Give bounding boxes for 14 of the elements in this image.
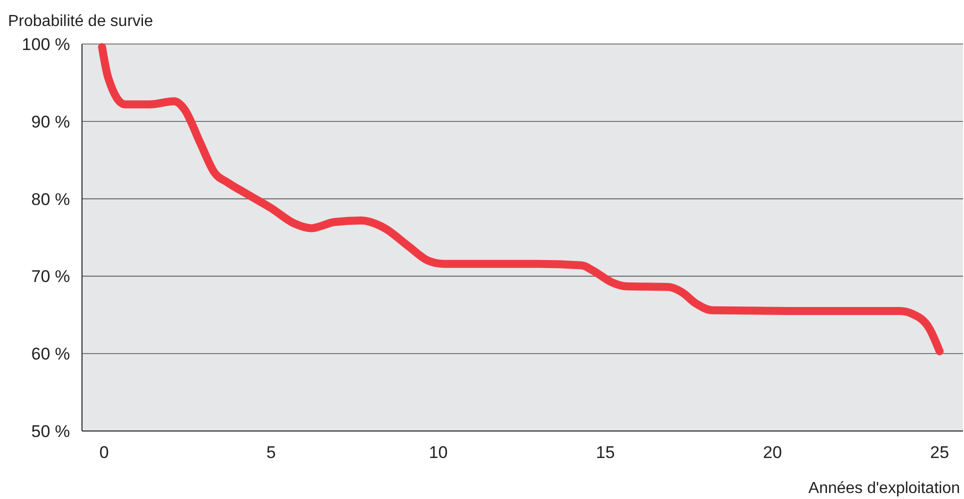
y-tick-label: 80 % xyxy=(31,190,70,209)
x-tick-label: 15 xyxy=(596,443,615,462)
x-tick-label: 25 xyxy=(930,443,950,462)
x-axis-title: Années d'exploitation xyxy=(808,480,960,497)
x-tick-label: 20 xyxy=(763,443,782,462)
y-tick-label: 60 % xyxy=(31,344,70,364)
x-tick-label: 0 xyxy=(99,443,109,462)
y-tick-label: 100 % xyxy=(22,34,70,54)
y-axis-title: Probabilité de survie xyxy=(8,13,154,30)
x-tick-label: 10 xyxy=(428,443,448,462)
x-tick-label: 5 xyxy=(266,443,276,462)
y-tick-label: 70 % xyxy=(31,267,70,286)
y-tick-label: 50 % xyxy=(31,422,70,441)
y-tick-label: 90 % xyxy=(31,112,70,132)
